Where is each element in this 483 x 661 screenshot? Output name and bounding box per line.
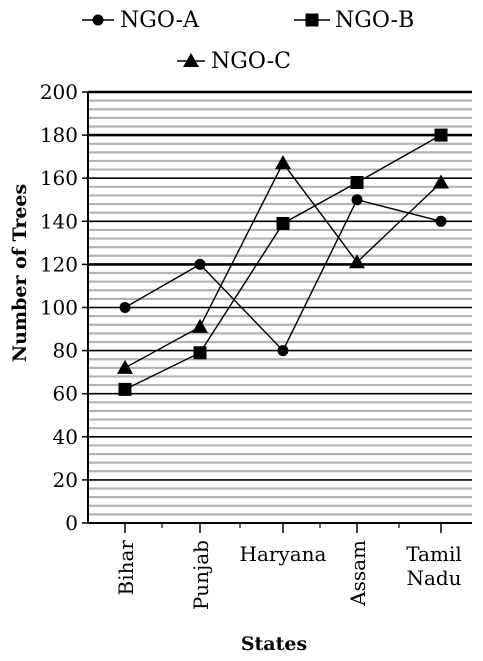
- x-tick-label-line: Tamil: [406, 542, 461, 566]
- data-point-ngo-b: [434, 128, 448, 142]
- data-point-ngo-c: [349, 254, 365, 269]
- data-point-ngo-c: [433, 174, 449, 189]
- legend: NGO-A NGO-B NGO-C: [82, 8, 414, 74]
- legend-marker-ngo-b: [305, 13, 319, 27]
- x-axis-label: States: [241, 633, 307, 655]
- data-point-ngo-b: [118, 382, 132, 396]
- x-tick-label-line: Haryana: [240, 542, 327, 566]
- data-point-ngo-a: [435, 215, 447, 227]
- x-tick-label-line: Nadu: [406, 566, 461, 590]
- data-point-ngo-a: [277, 345, 289, 357]
- x-tick-label: Haryana: [240, 542, 327, 566]
- y-tick-label: 60: [53, 382, 78, 406]
- y-tick-label: 200: [40, 80, 78, 104]
- series-group: [117, 128, 449, 396]
- y-tick-label: 0: [65, 511, 78, 535]
- x-tick-label: Punjab: [189, 540, 213, 610]
- legend-label-ngo-b: NGO-B: [335, 8, 414, 33]
- y-tick-label: 160: [40, 166, 78, 190]
- y-tick-label: 20: [53, 468, 78, 492]
- legend-marker-ngo-c: [183, 53, 199, 67]
- grid: [88, 90, 472, 516]
- legend-marker-ngo-a: [92, 14, 104, 26]
- y-tick-label: 100: [40, 296, 78, 320]
- y-tick-label: 120: [40, 252, 78, 276]
- data-point-ngo-a: [194, 258, 206, 270]
- data-point-ngo-c: [117, 359, 133, 374]
- data-point-ngo-b: [350, 176, 364, 190]
- y-tick-label: 180: [40, 123, 78, 147]
- y-axis-ticks: 0 20 40 60 80 100 120 140 160 180 200: [40, 80, 88, 535]
- data-point-ngo-a: [119, 302, 131, 313]
- y-tick-label: 140: [40, 209, 78, 233]
- legend-label-ngo-c: NGO-C: [211, 49, 291, 74]
- data-point-ngo-b: [193, 346, 207, 360]
- data-point-ngo-a: [351, 194, 363, 206]
- y-tick-label: 40: [53, 425, 78, 449]
- x-tick-label: Tamil Nadu: [406, 542, 461, 590]
- y-tick-label: 80: [53, 339, 78, 363]
- x-tick-label: Bihar: [114, 540, 138, 596]
- x-tick-label: Assam: [346, 540, 370, 607]
- data-point-ngo-c: [192, 318, 208, 333]
- legend-label-ngo-a: NGO-A: [120, 8, 200, 33]
- data-point-ngo-b: [276, 216, 290, 230]
- x-axis-ticks: Bihar Punjab Haryana Assam Tamil Nadu: [114, 523, 462, 610]
- data-point-ngo-c: [275, 155, 291, 170]
- y-axis-label: Number of Trees: [9, 184, 31, 362]
